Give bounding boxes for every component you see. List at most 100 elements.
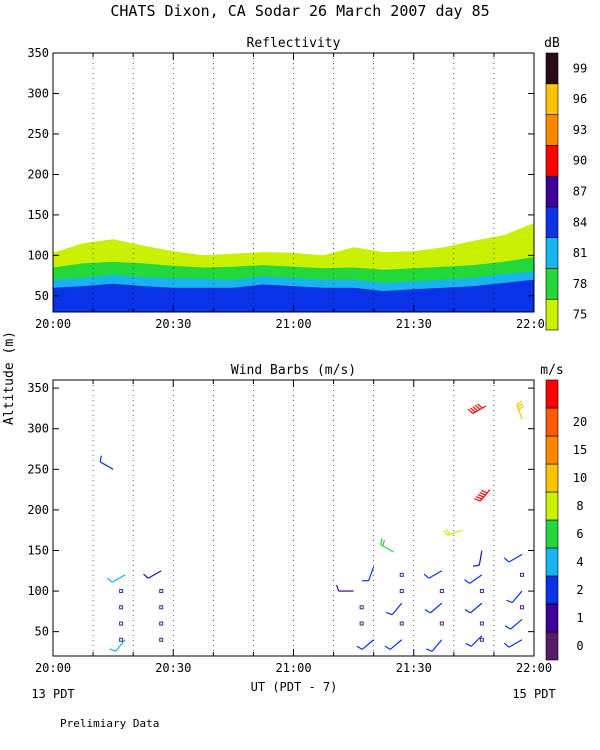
- wind-y-axis: 50 100 150 200 250 300 350: [27, 381, 534, 639]
- wind-barb: [464, 602, 483, 614]
- wind-barb: [336, 584, 354, 592]
- colorbar-swatch: [545, 298, 559, 331]
- wind-frame: [52, 379, 535, 657]
- calm-point: [119, 605, 124, 610]
- reflectivity-title: Reflectivity: [247, 36, 341, 51]
- calm-point: [399, 621, 404, 626]
- wind-barbs-panel: 50 100 150 200 250 300 350 20:00 20:30 21:00 21:3…: [27, 363, 552, 675]
- y-tick-label: 300: [27, 86, 49, 100]
- colorbar-swatch: [545, 268, 559, 300]
- colorbar-swatch: [545, 603, 559, 633]
- x-tick-label: 21:30: [396, 317, 432, 331]
- calm-point: [479, 637, 484, 642]
- wind-barb: [423, 570, 443, 579]
- x-tick-label: 20:00: [35, 317, 71, 331]
- y-tick-label: 350: [27, 46, 49, 60]
- colorbar-label: 4: [576, 555, 583, 569]
- calm-point: [159, 605, 164, 610]
- colorbar-label: 75: [573, 308, 587, 322]
- wind-barb: [109, 639, 126, 652]
- calm-point: [359, 605, 364, 610]
- figure-title: CHATS Dixon, CA Sodar 26 March 2007 day …: [110, 2, 489, 20]
- wind-barb: [506, 590, 523, 604]
- colorbar-label: 15: [573, 443, 587, 457]
- calm-point: [119, 589, 124, 594]
- end-local-time-note: 15 PDT: [512, 687, 555, 701]
- wind-calm-points: [119, 572, 524, 642]
- calm-point: [119, 637, 124, 642]
- y-tick-label: 100: [27, 584, 49, 598]
- reflectivity-gridlines: [92, 53, 495, 312]
- y-tick-label: 250: [27, 127, 49, 141]
- calm-point: [399, 589, 404, 594]
- colorbar-swatch: [545, 407, 559, 437]
- calm-point: [159, 621, 164, 626]
- footnote: Prelimiary Data: [60, 717, 159, 730]
- colorbar-label: 99: [573, 61, 587, 75]
- y-tick-label: 200: [27, 503, 49, 517]
- wind-barb: [426, 639, 443, 652]
- colorbar-label: 8: [576, 499, 583, 513]
- reflectivity-panel: 50 100 150 200 250 300 350 20:00 20:30 21:00 21:3…: [27, 36, 552, 331]
- wind-barb: [516, 400, 525, 420]
- colorbar-swatch: [545, 491, 559, 521]
- wind-barb: [384, 639, 403, 650]
- wind-barb: [362, 566, 375, 582]
- colorbar-swatch: [545, 52, 559, 85]
- wind-colorbar-unit: m/s: [540, 363, 563, 378]
- colorbar-swatch: [545, 83, 559, 115]
- calm-point: [479, 621, 484, 626]
- colorbar-swatch: [545, 463, 559, 493]
- calm-point: [159, 637, 164, 642]
- colorbar-label: 10: [573, 471, 587, 485]
- start-local-time-note: 13 PDT: [31, 687, 74, 701]
- y-tick-label: 350: [27, 381, 49, 395]
- y-tick-label: 250: [27, 462, 49, 476]
- x-tick-label: 20:30: [155, 317, 191, 331]
- wind-barb: [467, 403, 487, 414]
- y-tick-label: 50: [35, 625, 49, 639]
- x-tick-label: 21:30: [396, 661, 432, 675]
- colorbar-label: 84: [573, 215, 587, 229]
- wind-x-axis: 20:00 20:30 21:00 21:30 22:00: [35, 380, 552, 675]
- colorbar-swatch: [545, 145, 559, 177]
- wind-barb: [465, 635, 483, 647]
- x-tick-label: 22:00: [516, 661, 552, 675]
- wind-barb: [474, 489, 491, 502]
- colorbar-label: 81: [573, 246, 587, 260]
- colorbar-swatch: [545, 237, 559, 269]
- colorbar-label: 96: [573, 92, 587, 106]
- calm-point: [439, 589, 444, 594]
- calm-point: [159, 589, 164, 594]
- wind-gridlines: [92, 380, 495, 656]
- wind-colorbar: m/s 0 1 2 4 6 8 10 15 20: [540, 363, 587, 661]
- x-axis-label: UT (PDT - 7): [251, 680, 338, 694]
- wind-barb: [99, 455, 114, 470]
- reflectivity-x-axis: 20:00 20:30 21:00 21:30 22:00: [35, 53, 552, 331]
- wind-barb: [356, 639, 375, 650]
- colorbar-swatch: [545, 114, 559, 146]
- y-tick-label: 150: [27, 543, 49, 557]
- colorbar-label: 93: [573, 123, 587, 137]
- x-tick-label: 20:30: [155, 661, 191, 675]
- calm-point: [399, 572, 404, 577]
- colorbar-swatch: [545, 175, 559, 208]
- x-tick-label: 21:00: [275, 661, 311, 675]
- y-tick-label: 50: [35, 289, 49, 303]
- reflectivity-y-axis: 50 100 150 200 250 300 350: [27, 46, 534, 303]
- colorbar-label: 87: [573, 185, 587, 199]
- calm-point: [359, 621, 364, 626]
- calm-point: [519, 605, 524, 610]
- calm-point: [439, 621, 444, 626]
- colorbar-swatch: [545, 575, 559, 605]
- wind-barb: [503, 554, 523, 563]
- colorbar-swatch: [545, 547, 559, 577]
- colorbar-label: 78: [573, 277, 587, 291]
- colorbar-swatch: [545, 379, 559, 409]
- x-tick-label: 20:00: [35, 661, 71, 675]
- wind-barb: [385, 602, 403, 616]
- y-tick-label: 150: [27, 208, 49, 222]
- y-axis-label: Altitude (m): [2, 331, 17, 425]
- wind-barbs-title: Wind Barbs (m/s): [231, 363, 356, 378]
- wind-barb: [424, 602, 443, 614]
